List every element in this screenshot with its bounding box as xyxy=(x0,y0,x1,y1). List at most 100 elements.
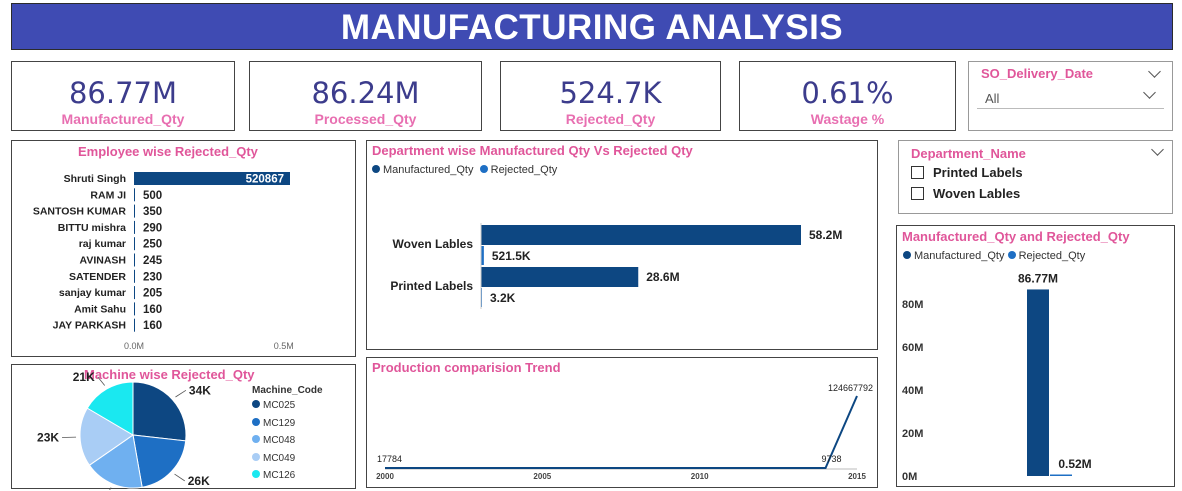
employee-bar xyxy=(134,172,290,185)
chevron-down-icon[interactable] xyxy=(1143,86,1156,99)
rejected-column xyxy=(1050,474,1072,476)
category-label: Woven Lables xyxy=(393,237,474,251)
legend-item: MC048 xyxy=(252,435,295,453)
kpi-value: 524.7K xyxy=(559,76,662,110)
data-label: 0.52M xyxy=(1058,457,1091,471)
chart-legend: Manufactured_Qty Rejected_Qty xyxy=(372,164,557,176)
kpi-value: 86.24M xyxy=(311,76,420,110)
employee-bar xyxy=(134,253,135,267)
legend-dot xyxy=(1007,251,1016,259)
employee-name: SATENDER xyxy=(69,271,126,283)
trend-line xyxy=(384,395,858,469)
legend-label: MC129 xyxy=(263,417,296,429)
employee-name: raj kumar xyxy=(79,238,126,250)
department-panel[interactable]: Department wise Manufactured Qty Vs Reje… xyxy=(366,140,878,350)
pie-slice xyxy=(86,381,134,436)
leader-line xyxy=(97,376,106,386)
legend-dot xyxy=(252,470,260,478)
slicer-delivery-date[interactable]: SO_Delivery_Date All xyxy=(968,61,1173,131)
chevron-down-icon[interactable] xyxy=(1148,65,1161,78)
kpi-card-manufactured[interactable]: 86.77M Manufactured_Qty xyxy=(11,61,235,131)
legend-item: MC025 xyxy=(252,400,295,418)
slice-label: 21K xyxy=(73,370,95,384)
x-tick-label: 2010 xyxy=(691,472,709,481)
legend-dot xyxy=(903,251,911,259)
manufactured-rejected-panel[interactable]: Manufactured_Qty and Rejected_Qty Manufa… xyxy=(896,225,1175,487)
data-label: 290 xyxy=(143,222,162,234)
legend-label: Rejected_Qty xyxy=(490,164,558,176)
x-tick-label: 2000 xyxy=(376,472,394,481)
employee-name: JAY PARKASH xyxy=(53,320,126,332)
employee-name: AVINASH xyxy=(80,255,126,267)
legend-dot xyxy=(252,400,260,408)
data-label: 205 xyxy=(143,288,163,300)
legend-dot xyxy=(252,452,260,461)
chart-title: Machine wise Rejected_Qty xyxy=(84,367,255,382)
data-label: 245 xyxy=(143,255,163,267)
kpi-label: Manufactured_Qty xyxy=(61,111,185,127)
y-tick-label: 0M xyxy=(902,471,917,483)
option-label[interactable]: Woven Lables xyxy=(933,186,1021,201)
slice-label: 23K xyxy=(37,430,59,444)
employee-rejected-panel[interactable]: Employee wise Rejected_Qty Shruti Singh 5… xyxy=(11,140,356,357)
legend-dot xyxy=(252,417,260,426)
legend-item: MC049 xyxy=(252,452,296,471)
production-trend-panel[interactable]: Production comparision Trend 17784 9738 12… xyxy=(366,357,878,488)
point-label: 9738 xyxy=(822,454,842,464)
x-tick-label: 0.0M xyxy=(124,341,144,351)
legend-label: MC048 xyxy=(263,435,296,446)
slicer-title: Department_Name xyxy=(911,146,1026,161)
legend-label: MC049 xyxy=(263,452,296,464)
data-label: 86.77M xyxy=(1018,271,1058,285)
employee-bar xyxy=(134,302,135,316)
legend-item: MC126 xyxy=(252,470,295,488)
y-tick-label: 20M xyxy=(902,428,923,440)
leader-line xyxy=(109,487,112,490)
data-label: 3.2K xyxy=(490,291,516,305)
x-tick-label: 2015 xyxy=(848,472,866,481)
chevron-down-icon[interactable] xyxy=(1151,143,1164,156)
employee-bar xyxy=(134,188,135,202)
legend-item: MC129 xyxy=(252,417,296,436)
y-tick-label: 60M xyxy=(902,342,923,354)
rejected-bar xyxy=(481,246,484,265)
kpi-value: 86.77M xyxy=(68,76,178,110)
option-label[interactable]: Printed Labels xyxy=(933,165,1023,180)
pie-legend: MC025 MC129 MC048 MC049 MC126 xyxy=(252,400,295,488)
kpi-card-wastage[interactable]: 0.61% Wastage % xyxy=(739,61,956,131)
data-label: 160 xyxy=(143,320,162,332)
date-dropdown[interactable]: All xyxy=(977,85,1164,109)
slicer-department[interactable]: Department_Name Printed Labels Woven Lab… xyxy=(898,140,1173,214)
legend-label: Manufactured_Qty xyxy=(383,164,474,176)
checkbox-printed-labels[interactable] xyxy=(911,166,924,179)
leader-line xyxy=(175,389,187,398)
pie-slice xyxy=(132,381,187,442)
y-tick-label: 80M xyxy=(902,299,923,311)
data-label: 28.6M xyxy=(646,270,679,284)
data-label: 230 xyxy=(143,271,162,283)
employee-name: Amit Sahu xyxy=(74,303,126,315)
manufactured-bar xyxy=(481,267,639,287)
employee-name: sanjay kumar xyxy=(59,287,126,299)
legend-label: MC025 xyxy=(263,400,296,411)
data-label: 350 xyxy=(143,206,162,218)
data-label: 521.5K xyxy=(492,249,531,263)
manufactured-column xyxy=(1027,289,1049,476)
slice-label: 26K xyxy=(188,474,210,488)
legend-label: Rejected_Qty xyxy=(1018,250,1086,262)
trend-line-chart: 17784 9738 124667792 2000 2005 2010 2015 xyxy=(376,383,873,481)
employee-name: BITTU mishra xyxy=(58,222,126,234)
kpi-card-rejected[interactable]: 524.7K Rejected_Qty xyxy=(500,61,721,131)
machine-rejected-panel[interactable]: Machine wise Rejected_Qty 34K26K23K23K21… xyxy=(11,364,356,490)
employee-bar xyxy=(134,318,135,332)
checkbox-woven-lables[interactable] xyxy=(911,187,924,200)
point-label: 17784 xyxy=(377,454,402,464)
kpi-card-processed[interactable]: 86.24M Processed_Qty xyxy=(249,61,482,131)
point-label: 124667792 xyxy=(828,383,873,393)
y-tick-label: 40M xyxy=(902,385,923,397)
page-title: MANUFACTURING ANALYSIS xyxy=(340,8,844,47)
x-tick-label: 2005 xyxy=(533,472,551,481)
slice-label: 34K xyxy=(189,383,211,397)
chart-title: Production comparision Trend xyxy=(372,360,561,375)
chart-title: Department wise Manufactured Qty Vs Reje… xyxy=(372,143,693,158)
